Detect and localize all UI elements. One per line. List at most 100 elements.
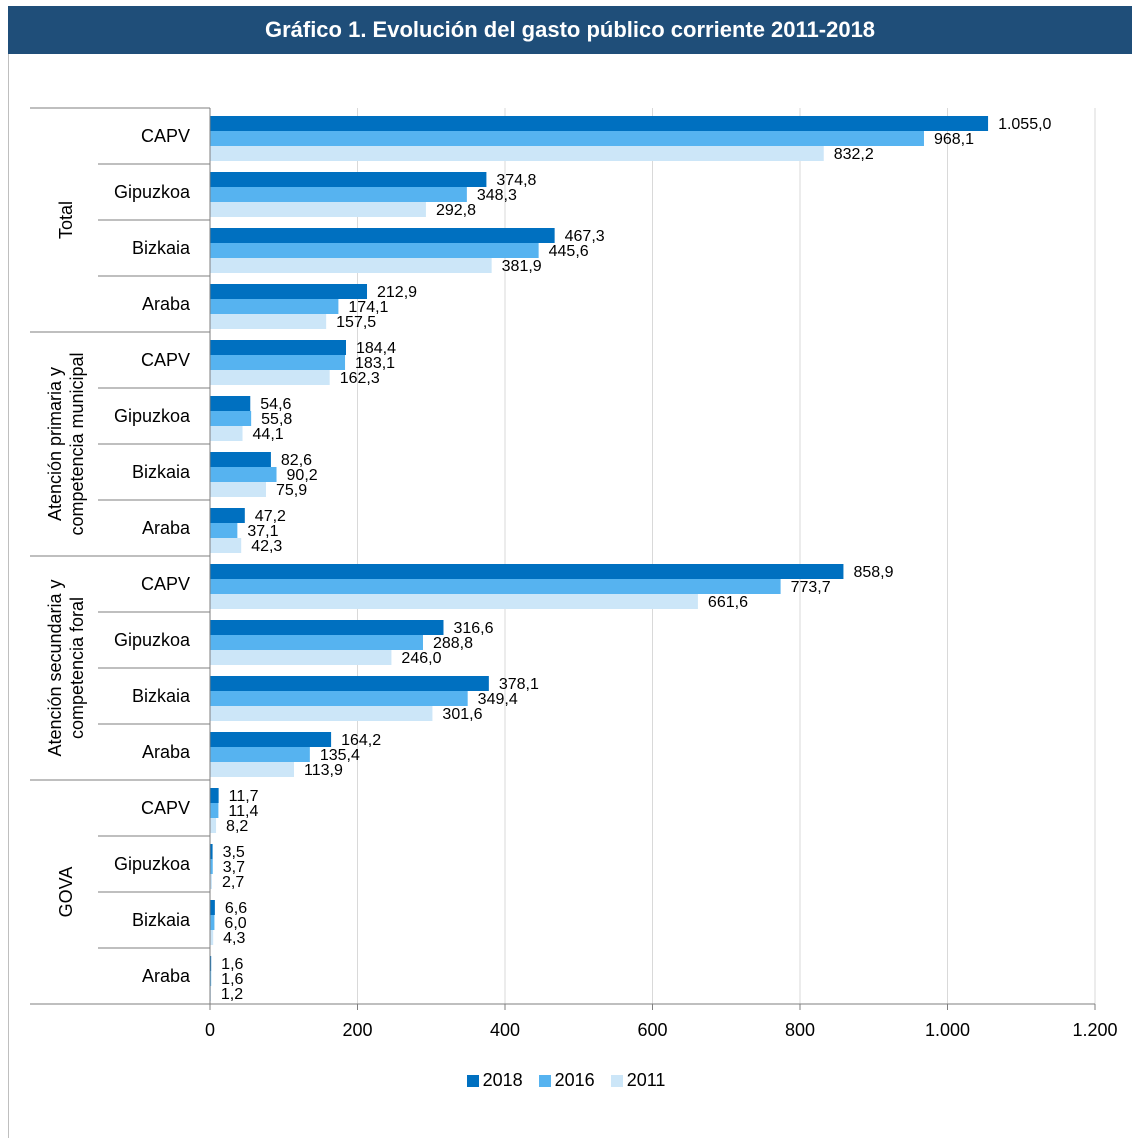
data-label: 1,6	[221, 971, 243, 988]
bar	[210, 579, 781, 594]
bar	[210, 874, 212, 889]
bar	[210, 258, 492, 273]
category-label: CAPV	[141, 126, 190, 146]
group-label: competencia municipal	[67, 352, 87, 535]
data-label: 8,2	[226, 818, 248, 835]
data-label: 832,2	[834, 146, 874, 163]
data-label: 11,7	[229, 788, 259, 805]
data-label: 42,3	[251, 538, 282, 555]
x-tick-label: 800	[785, 1020, 815, 1040]
bar	[210, 620, 444, 635]
category-label: CAPV	[141, 350, 190, 370]
data-label: 378,1	[499, 676, 539, 693]
category-label: Gipuzkoa	[114, 630, 191, 650]
data-label: 55,8	[261, 411, 292, 428]
category-label: CAPV	[141, 798, 190, 818]
bar	[210, 355, 346, 370]
bar	[210, 538, 242, 553]
bar	[210, 146, 824, 161]
group-label: Atención primaria y	[45, 367, 65, 521]
chart-legend: 2018 2016 2011	[0, 1070, 1132, 1091]
data-label: 246,0	[401, 650, 441, 667]
data-label: 2,7	[222, 874, 244, 891]
data-label: 183,1	[355, 355, 395, 372]
data-label: 47,2	[255, 508, 286, 525]
bar	[210, 594, 698, 609]
data-label: 316,6	[453, 620, 493, 637]
data-label: 301,6	[442, 706, 482, 723]
bar	[210, 818, 217, 833]
x-tick-label: 0	[205, 1020, 215, 1040]
data-label: 374,8	[496, 172, 536, 189]
data-label: 82,6	[281, 452, 312, 469]
data-label: 174,1	[348, 299, 388, 316]
bar	[210, 370, 330, 385]
bar	[210, 508, 245, 523]
bar	[210, 482, 266, 497]
data-label: 381,9	[502, 258, 542, 275]
data-label: 44,1	[253, 426, 284, 443]
category-label: Araba	[142, 518, 191, 538]
bar	[210, 859, 213, 874]
bar	[210, 523, 238, 538]
category-label: Araba	[142, 742, 191, 762]
legend-label: 2011	[626, 1070, 666, 1090]
group-label: GOVA	[56, 867, 76, 918]
bar	[210, 299, 339, 314]
bar	[210, 650, 392, 665]
bar	[210, 635, 423, 650]
data-label: 349,4	[478, 691, 518, 708]
data-label: 164,2	[341, 732, 381, 749]
bar	[210, 747, 310, 762]
category-label: Bizkaia	[132, 686, 191, 706]
legend-item: 2011	[610, 1070, 666, 1091]
bar	[210, 803, 219, 818]
data-label: 445,6	[549, 243, 589, 260]
bar	[210, 564, 844, 579]
group-label: competencia foral	[67, 597, 87, 739]
bar	[210, 172, 487, 187]
data-label: 6,0	[224, 915, 246, 932]
x-tick-label: 200	[342, 1020, 372, 1040]
bar	[210, 467, 277, 482]
data-label: 212,9	[377, 284, 417, 301]
data-label: 467,3	[565, 228, 605, 245]
legend-label: 2018	[482, 1070, 523, 1090]
legend-swatch	[466, 1074, 479, 1087]
data-label: 288,8	[433, 635, 473, 652]
data-label: 90,2	[287, 467, 318, 484]
legend-item: 2016	[538, 1070, 595, 1091]
bar	[210, 452, 271, 467]
bar	[210, 228, 555, 243]
data-label: 135,4	[320, 747, 360, 764]
category-label: Araba	[142, 294, 191, 314]
data-label: 348,3	[477, 187, 517, 204]
data-label: 773,7	[791, 579, 831, 596]
data-label: 157,5	[336, 314, 376, 331]
data-label: 3,5	[223, 844, 245, 861]
bar	[210, 930, 214, 945]
bar	[210, 788, 219, 803]
category-label: Gipuzkoa	[114, 854, 191, 874]
bar	[210, 706, 433, 721]
data-label: 1.055,0	[998, 116, 1051, 133]
category-label: Bizkaia	[132, 910, 191, 930]
legend-swatch	[610, 1074, 623, 1087]
group-label: Atención secundaria y	[45, 579, 65, 756]
category-label: Bizkaia	[132, 238, 191, 258]
chart-title: Gráfico 1. Evolución del gasto público c…	[8, 6, 1132, 54]
category-label: CAPV	[141, 574, 190, 594]
bar	[210, 762, 295, 777]
bar	[210, 396, 251, 411]
data-label: 858,9	[853, 564, 893, 581]
data-label: 54,6	[260, 396, 291, 413]
data-label: 162,3	[340, 370, 380, 387]
bar	[210, 971, 212, 986]
bar	[210, 732, 332, 747]
bar	[210, 844, 213, 859]
bar	[210, 900, 215, 915]
legend-swatch	[538, 1074, 551, 1087]
bar	[210, 116, 989, 131]
category-label: Gipuzkoa	[114, 182, 191, 202]
